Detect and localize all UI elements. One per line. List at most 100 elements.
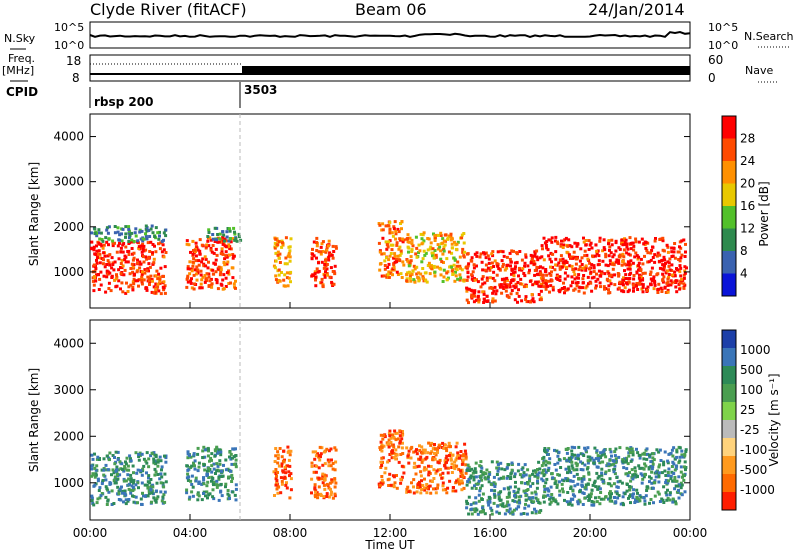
scatter-cell [319,245,323,249]
scatter-cell [557,458,561,461]
scatter-cell [523,274,527,278]
scatter-cell [480,466,484,470]
scatter-cell [493,259,497,263]
scatter-cell [112,471,116,475]
scatter-cell [90,240,94,244]
scatter-cell [94,267,98,271]
scatter-cell [277,485,281,489]
scatter-cell [553,448,556,452]
scatter-cell [673,475,677,479]
scatter-cell [522,272,526,275]
scatter-cell [509,292,513,296]
scatter-cell [387,275,391,279]
scatter-cell [570,464,574,468]
scatter-cell [628,253,632,257]
scatter-cell [474,461,478,465]
scatter-cell [213,262,217,266]
scatter-cell [224,285,228,288]
scatter-cell [481,506,484,510]
scatter-cell [679,486,683,490]
scatter-cell [625,245,629,249]
scatter-cell [590,500,594,503]
scatter-cell [626,267,630,271]
scatter-cell [439,234,443,237]
scatter-cell [108,271,112,275]
scatter-cell [319,452,323,456]
scatter-cell [441,488,445,492]
scatter-cell [535,486,539,490]
scatter-cell [606,264,610,268]
scatter-cell [487,503,491,507]
scatter-cell [380,443,384,447]
scatter-cell [393,220,397,224]
scatter-cell [533,507,536,511]
scatter-cell [312,274,315,277]
scatter-cell [595,465,599,469]
scatter-cell [318,458,322,462]
scatter-cell [422,249,426,253]
scatter-cell [104,463,108,467]
scatter-cell [112,268,116,272]
scatter-cell [274,274,278,278]
scatter-cell [481,509,485,513]
scatter-cell [500,277,504,281]
scatter-cell [288,474,291,478]
scatter-cell [135,471,139,475]
scatter-cell [568,457,572,461]
scatter-cell [150,224,154,228]
scatter-cell [430,441,434,445]
scatter-cell [229,281,232,285]
scatter-cell [110,489,114,493]
scatter-cell [392,445,396,449]
scatter-cell [628,451,632,454]
scatter-cell [512,489,516,493]
scatter-cell [458,255,462,259]
scatter-cell [541,277,545,281]
scatter-cell [131,464,135,468]
scatter-cell [441,441,445,445]
scatter-cell [556,242,560,246]
scatter-cell [118,460,122,464]
colorbar-segment [722,138,736,162]
scatter-cell [580,477,584,481]
scatter-cell [657,259,661,263]
scatter-cell [555,485,559,489]
scatter-cell [220,247,224,251]
scatter-cell [671,273,675,277]
scatter-cell [503,277,507,281]
scatter-cell [482,301,486,304]
scatter-cell [215,462,219,466]
scatter-cell [520,299,524,303]
scatter-cell [100,482,104,486]
scatter-cell [666,461,670,465]
scatter-cell [137,455,141,458]
scatter-cell [279,491,283,495]
scatter-cell [656,490,660,494]
scatter-cell [673,242,677,245]
scatter-cell [591,503,595,507]
scatter-cell [585,253,589,257]
scatter-cell [289,477,293,481]
scatter-cell [383,264,387,267]
scatter-cell [162,280,166,284]
scatter-cell [661,239,665,243]
scatter-cell [119,287,122,291]
scatter-cell [631,241,635,245]
scatter-cell [119,250,123,254]
scatter-cell [215,479,219,483]
scatter-cell [497,495,501,499]
scatter-cell [198,238,202,242]
scatter-cell [666,277,670,281]
scatter-cell [128,272,132,276]
scatter-cell [492,289,496,293]
scatter-cell [161,285,165,289]
scatter-cell [447,250,451,254]
scatter-cell [426,451,430,455]
scatter-cell [656,272,660,276]
scatter-cell [653,279,657,283]
scatter-cell [98,496,102,500]
scatter-cell [95,464,99,468]
scatter-cell [651,486,655,490]
scatter-cell [387,240,391,244]
scatter-cell [506,278,510,282]
